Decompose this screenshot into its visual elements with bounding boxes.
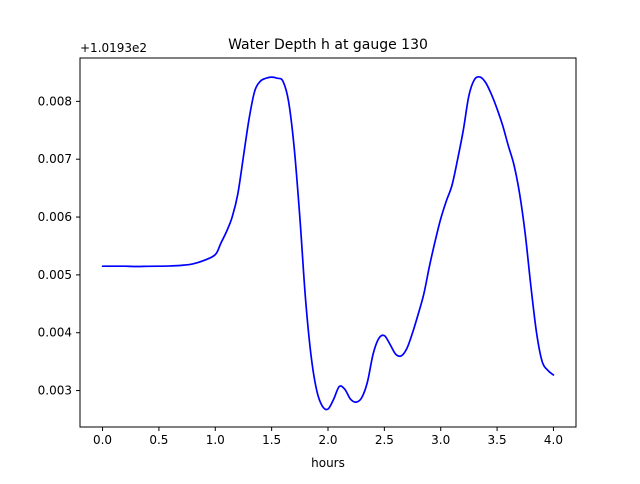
x-tick-label: 3.0 [431,433,450,447]
x-tick-label: 2.0 [318,433,337,447]
chart-title: Water Depth h at gauge 130 [228,37,428,53]
x-tick-label: 0.5 [149,433,168,447]
series-line [101,75,555,411]
y-tick-label: 0.005 [38,268,72,282]
y-tick-label: 0.003 [38,384,72,398]
plot-area-frame [79,57,577,428]
y-axis-ticks: 0.003 0.004 0.005 0.006 0.007 0.008 [38,94,80,398]
x-tick-label: 3.5 [488,433,507,447]
x-tick-label: 2.5 [375,433,394,447]
x-tick-label: 4.0 [544,433,563,447]
y-tick-label: 0.008 [38,94,72,108]
x-tick-label: 0.0 [93,433,112,447]
x-tick-label: 1.5 [262,433,281,447]
y-tick-label: 0.007 [38,152,72,166]
y-tick-label: 0.004 [38,326,72,340]
x-tick-label: 1.0 [206,433,225,447]
x-axis-label: hours [311,456,345,470]
y-axis-offset-text: +1.0193e2 [80,41,147,55]
x-axis-ticks: 0.0 0.5 1.0 1.5 2.0 2.5 3.0 3.5 4.0 [93,427,563,447]
y-tick-label: 0.006 [38,210,72,224]
